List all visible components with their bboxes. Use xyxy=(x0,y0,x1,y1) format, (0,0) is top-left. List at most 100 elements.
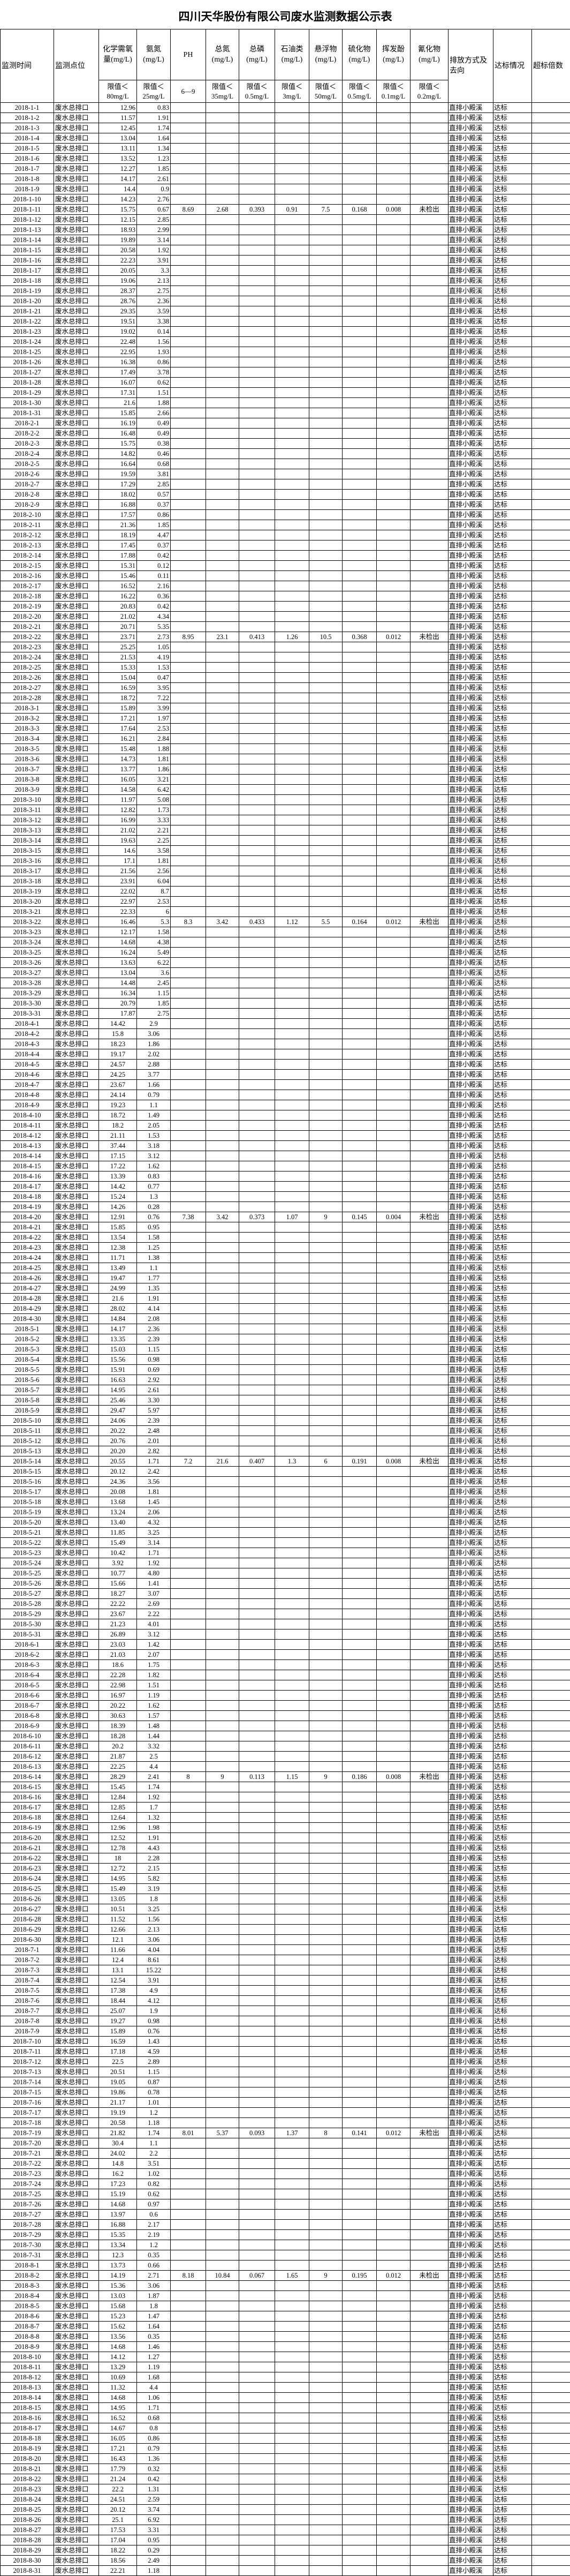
cell-status: 达标 xyxy=(493,256,532,266)
cell-cyanide xyxy=(411,2556,449,2566)
cell-ss xyxy=(309,1355,343,1365)
cell-tp xyxy=(239,1945,275,1955)
cell-sulfide xyxy=(343,581,377,591)
cell-tn xyxy=(206,2515,239,2525)
cell-point: 废水总排口 xyxy=(54,113,99,123)
cell-ss xyxy=(309,825,343,836)
cell-date: 2018-1-3 xyxy=(1,123,54,133)
cell-exceed xyxy=(532,164,570,174)
cell-tn xyxy=(206,1487,239,1497)
cell-discharge: 直排小殿溪 xyxy=(449,2322,493,2332)
cell-phenol xyxy=(377,764,411,775)
cell-point: 废水总排口 xyxy=(54,2260,99,2271)
cell-status: 达标 xyxy=(493,490,532,500)
cell-sulfide xyxy=(343,2372,377,2383)
cell-nh3n: 3.25 xyxy=(137,1904,171,1914)
cell-tp xyxy=(239,1731,275,1741)
cell-exceed xyxy=(532,642,570,652)
cell-discharge: 直排小殿溪 xyxy=(449,2108,493,2118)
cell-phenol xyxy=(377,927,411,937)
cell-cod: 37.44 xyxy=(99,1141,137,1151)
cell-tp xyxy=(239,785,275,795)
cell-date: 2018-2-5 xyxy=(1,459,54,469)
cell-tn xyxy=(206,2159,239,2169)
cell-nh3n: 2.92 xyxy=(137,1375,171,1385)
cell-discharge: 直排小殿溪 xyxy=(449,1925,493,1935)
cell-discharge: 直排小殿溪 xyxy=(449,327,493,337)
cell-oil xyxy=(275,266,309,276)
cell-oil xyxy=(275,2525,309,2535)
cell-tp xyxy=(239,795,275,805)
cell-ph xyxy=(171,1548,206,1558)
cell-point: 废水总排口 xyxy=(54,306,99,317)
cell-cod: 20.12 xyxy=(99,2505,137,2515)
cell-oil xyxy=(275,2118,309,2128)
cell-date: 2018-8-21 xyxy=(1,2464,54,2474)
cell-discharge: 直排小殿溪 xyxy=(449,1161,493,1171)
cell-cod: 17.64 xyxy=(99,724,137,734)
cell-exceed xyxy=(532,245,570,256)
cell-tp xyxy=(239,1477,275,1487)
cell-phenol xyxy=(377,602,411,612)
cell-cod: 13.49 xyxy=(99,1263,137,1273)
cell-ph xyxy=(171,1731,206,1741)
cell-status: 达标 xyxy=(493,2037,532,2047)
cell-point: 废水总排口 xyxy=(54,622,99,632)
cell-ss xyxy=(309,1650,343,1660)
cell-date: 2018-6-21 xyxy=(1,1843,54,1853)
cell-nh3n: 2.39 xyxy=(137,1334,171,1345)
cell-ph xyxy=(171,1691,206,1701)
cell-discharge: 直排小殿溪 xyxy=(449,2047,493,2057)
cell-exceed xyxy=(532,1049,570,1060)
cell-point: 废水总排口 xyxy=(54,2138,99,2149)
cell-sulfide xyxy=(343,2210,377,2220)
cell-exceed xyxy=(532,1640,570,1650)
cell-exceed xyxy=(532,988,570,998)
cell-oil xyxy=(275,1121,309,1131)
cell-phenol xyxy=(377,418,411,429)
cell-ss xyxy=(309,1029,343,1039)
cell-phenol xyxy=(377,652,411,663)
cell-status: 达标 xyxy=(493,1619,532,1629)
cell-nh3n: 0.98 xyxy=(137,1355,171,1365)
cell-ss xyxy=(309,2311,343,2322)
cell-tn xyxy=(206,612,239,622)
cell-tp xyxy=(239,2393,275,2403)
cell-phenol xyxy=(377,154,411,164)
cell-ss xyxy=(309,144,343,154)
cell-cyanide xyxy=(411,724,449,734)
cell-oil xyxy=(275,1853,309,1864)
cell-tn xyxy=(206,581,239,591)
cell-cod: 14.17 xyxy=(99,174,137,184)
cell-tp xyxy=(239,418,275,429)
cell-exceed xyxy=(532,2484,570,2495)
cell-tp xyxy=(239,2556,275,2566)
cell-cyanide xyxy=(411,1171,449,1182)
cell-date: 2018-5-9 xyxy=(1,1406,54,1416)
cell-nh3n: 1.23 xyxy=(137,154,171,164)
cell-sulfide xyxy=(343,266,377,276)
cell-discharge: 直排小殿溪 xyxy=(449,2026,493,2037)
cell-status: 达标 xyxy=(493,2515,532,2525)
cell-status: 达标 xyxy=(493,1558,532,1568)
cell-phenol xyxy=(377,1446,411,1456)
cell-tn xyxy=(206,1375,239,1385)
cell-cod: 14.26 xyxy=(99,1202,137,1212)
cell-nh3n: 6.92 xyxy=(137,2515,171,2525)
cell-point: 废水总排口 xyxy=(54,703,99,714)
cell-phenol xyxy=(377,734,411,744)
cell-oil xyxy=(275,683,309,693)
cell-date: 2018-5-4 xyxy=(1,1355,54,1365)
cell-sulfide xyxy=(343,2098,377,2108)
cell-point: 废水总排口 xyxy=(54,2179,99,2189)
cell-tn xyxy=(206,337,239,347)
cell-phenol xyxy=(377,1365,411,1375)
cell-nh3n: 0.37 xyxy=(137,540,171,551)
cell-exceed xyxy=(532,714,570,724)
